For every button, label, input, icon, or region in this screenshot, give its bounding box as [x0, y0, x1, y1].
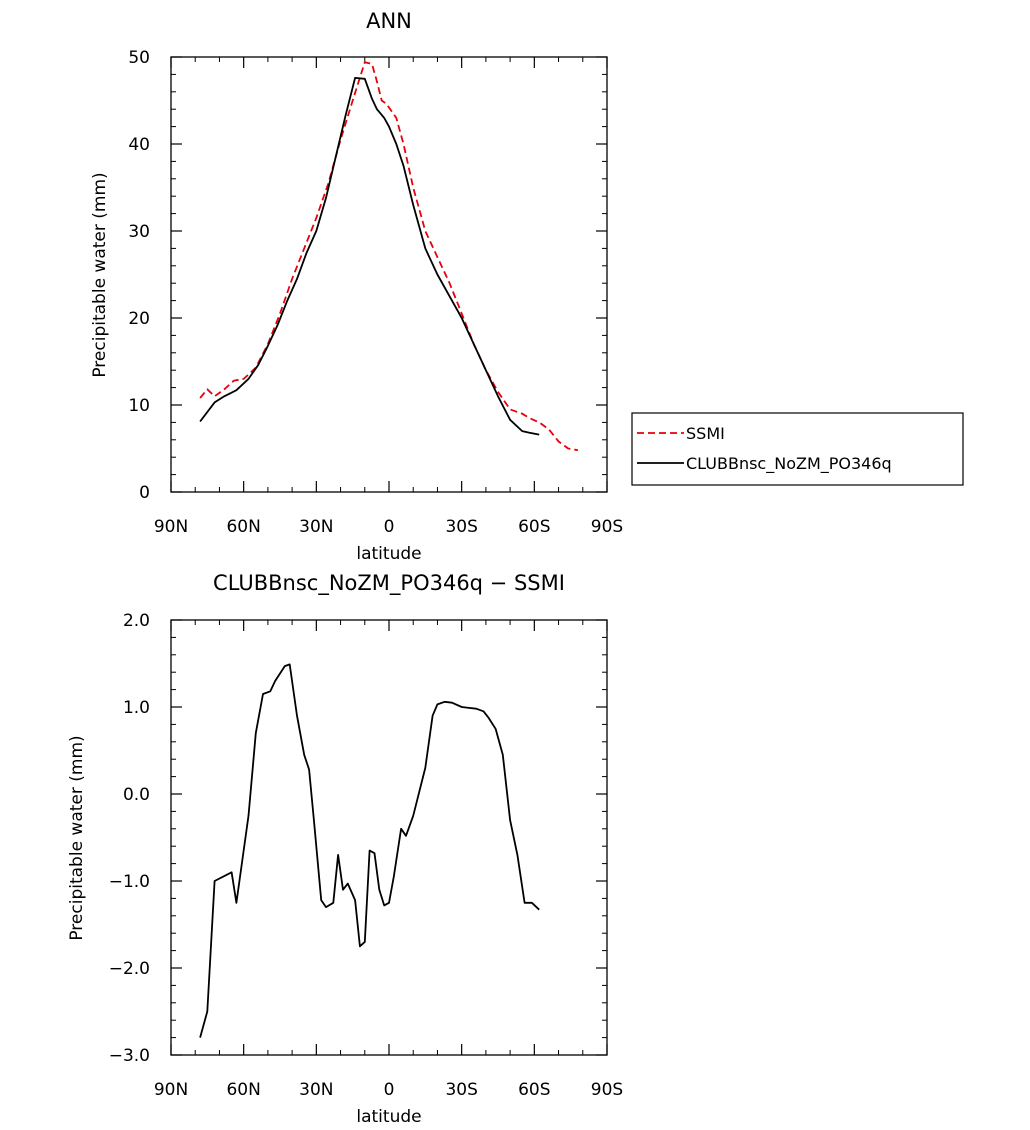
top-legend: SSMI CLUBBnsc_NoZM_PO346q — [631, 412, 964, 486]
x-tick-label: 60S — [518, 517, 550, 537]
x-tick-label: 0 — [384, 517, 395, 537]
y-tick-label: 0 — [139, 483, 150, 503]
bottom-panel: CLUBBnsc_NoZM_PO346q − SSMI 90N 60N 30N 0 30… — [67, 571, 623, 1127]
x-tick-label: 30N — [299, 517, 333, 537]
series-line-ssmi — [199, 61, 579, 452]
y-tick-label: −2.0 — [109, 959, 150, 979]
x-tick-label: 30S — [445, 517, 477, 537]
y-tick-label: 50 — [128, 48, 150, 68]
y-tick-label: −1.0 — [109, 872, 150, 892]
plot-frame — [170, 619, 608, 1056]
x-tick-label: 30N — [299, 1080, 333, 1100]
y-tick-label: 2.0 — [123, 611, 150, 631]
x-tick-label: 90N — [154, 517, 188, 537]
x-tick-label: 30S — [445, 1080, 477, 1100]
bottom-x-axis-label: latitude — [356, 1107, 421, 1127]
bottom-y-axis-label: Precipitable water (mm) — [67, 735, 87, 940]
plot-frame — [170, 56, 608, 493]
top-x-axis-label: latitude — [356, 544, 421, 564]
legend-label-model: CLUBBnsc_NoZM_PO346q — [686, 454, 892, 474]
x-tick-label: 60N — [226, 517, 260, 537]
x-tick-label: 90N — [154, 1080, 188, 1100]
bottom-chart-title: CLUBBnsc_NoZM_PO346q − SSMI — [213, 571, 565, 596]
y-tick-label: 20 — [128, 309, 150, 329]
y-tick-label: −3.0 — [109, 1046, 150, 1066]
y-tick-label: 10 — [128, 396, 150, 416]
series-line-clubbnsc-nozm-po346q — [199, 77, 540, 436]
x-tick-label: 0 — [384, 1080, 395, 1100]
y-tick-label: 1.0 — [123, 698, 150, 718]
top-plot-area: 90N 60N 30N 0 30S 60S 90S 0 10 20 30 40 50 — [128, 48, 623, 537]
top-panel: ANN 90N 60N 30N 0 30S 60S 90S 0 10 20 30 40 50 latit… — [90, 9, 964, 564]
x-tick-label: 60S — [518, 1080, 550, 1100]
legend-label-ssmi: SSMI — [686, 424, 725, 443]
x-tick-label: 90S — [591, 517, 623, 537]
top-y-axis-label: Precipitable water (mm) — [90, 172, 110, 377]
legend-box — [631, 412, 964, 486]
bottom-plot-area: 90N 60N 30N 0 30S 60S 90S −3.0 −2.0 −1.0 0.0 1.0 2.0 — [109, 611, 624, 1100]
x-tick-label: 60N — [226, 1080, 260, 1100]
top-chart-title: ANN — [366, 9, 412, 33]
y-tick-label: 30 — [128, 222, 150, 242]
series-line-difference — [199, 663, 540, 1038]
x-tick-label: 90S — [591, 1080, 623, 1100]
y-tick-label: 0.0 — [123, 785, 150, 805]
y-tick-label: 40 — [128, 135, 150, 155]
